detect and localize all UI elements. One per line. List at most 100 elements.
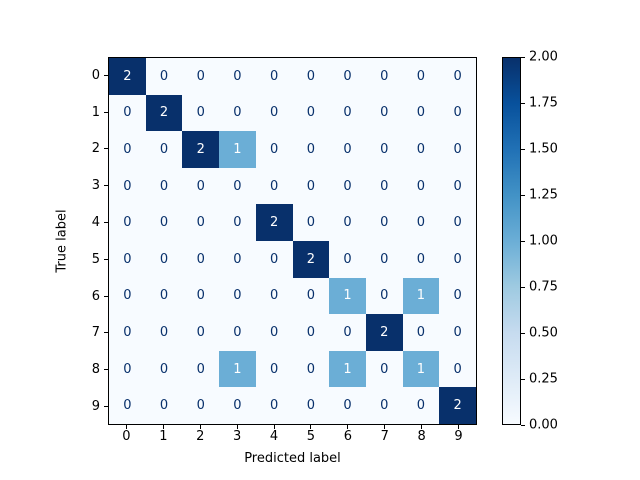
- y-tick-label: 2: [91, 141, 100, 157]
- matrix-cell: 0: [292, 314, 330, 351]
- colorbar-tick-mark: [521, 56, 525, 58]
- colorbar-tick-label: 1.25: [529, 187, 558, 203]
- matrix-cell: 0: [329, 204, 366, 241]
- colorbar-tick-marks: [521, 56, 525, 426]
- matrix-cell: 0: [182, 277, 220, 315]
- colorbar-tick-mark: [521, 332, 525, 334]
- matrix-cell: 2: [439, 387, 476, 424]
- matrix-cell: 0: [255, 58, 293, 95]
- matrix-cell: 0: [219, 240, 256, 278]
- matrix-cell: 0: [402, 131, 440, 168]
- matrix-cell: 0: [439, 204, 476, 241]
- x-tick-labels: 0 1 2 3 4 5 6 7 8 9: [108, 429, 477, 445]
- matrix-cell: 0: [402, 94, 440, 132]
- matrix-cell: 0: [219, 58, 256, 95]
- matrix-cell: 0: [292, 387, 330, 424]
- matrix-cell: 0: [145, 387, 183, 424]
- matrix-cell: 0: [145, 240, 183, 278]
- x-tick-label: 1: [159, 429, 168, 444]
- matrix-cell: 0: [255, 240, 293, 278]
- matrix-cell: 0: [292, 58, 330, 95]
- matrix-cell: 0: [365, 240, 403, 278]
- matrix-cell: 0: [255, 387, 293, 424]
- matrix-cell: 0: [255, 131, 293, 168]
- matrix-cell: 0: [145, 350, 183, 388]
- colorbar-tick-label: 1.75: [529, 95, 558, 111]
- x-tick-mark: [125, 425, 127, 429]
- matrix-cell: 0: [219, 277, 256, 315]
- matrix-cell: 0: [292, 131, 330, 168]
- y-tick-labels: 0 1 2 3 4 5 6 7 8 9: [0, 57, 100, 425]
- y-tick-mark: [104, 258, 108, 260]
- x-tick-mark: [236, 425, 238, 429]
- matrix-cell: 1: [402, 277, 440, 315]
- y-tick-mark: [104, 406, 108, 408]
- y-tick-mark: [104, 222, 108, 224]
- colorbar-tick-mark: [521, 424, 525, 426]
- x-tick-mark: [347, 425, 349, 429]
- y-tick-label: 5: [91, 251, 100, 267]
- matrix-cell: 0: [219, 314, 256, 351]
- matrix-cell: 1: [402, 350, 440, 388]
- x-tick-label: 2: [196, 429, 205, 444]
- matrix-cell: 0: [329, 240, 366, 278]
- matrix-cell: 0: [365, 58, 403, 95]
- colorbar-tick-mark: [521, 378, 525, 380]
- matrix-cell: 0: [329, 314, 366, 351]
- matrix-cell: 0: [439, 314, 476, 351]
- matrix-cell: 0: [255, 277, 293, 315]
- y-tick-mark: [104, 111, 108, 113]
- colorbar-tick-label: 0.00: [529, 417, 558, 433]
- x-tick-mark: [199, 425, 201, 429]
- matrix-cell: 0: [365, 131, 403, 168]
- matrix-cell: 0: [182, 204, 220, 241]
- y-tick-label: 0: [91, 67, 100, 83]
- matrix-cell: 0: [219, 167, 256, 205]
- colorbar-tick-label: 1.00: [529, 233, 558, 249]
- matrix-cell: 0: [402, 167, 440, 205]
- colorbar-tick-label: 0.25: [529, 371, 558, 387]
- y-tick-label: 3: [91, 178, 100, 194]
- matrix-cell: 0: [329, 167, 366, 205]
- matrix-cell: 0: [292, 167, 330, 205]
- colorbar-tick-label: 1.50: [529, 141, 558, 157]
- matrix-cell: 0: [109, 350, 146, 388]
- matrix-cell: 0: [182, 58, 220, 95]
- matrix-cell: 2: [182, 131, 220, 168]
- y-tick-mark: [104, 185, 108, 187]
- x-tick-mark: [310, 425, 312, 429]
- y-tick-label: 1: [91, 104, 100, 120]
- matrix-cell: 0: [329, 58, 366, 95]
- matrix-cell: 2: [365, 314, 403, 351]
- matrix-cell: 0: [402, 240, 440, 278]
- colorbar-tick-mark: [521, 148, 525, 150]
- matrix-cell: 0: [109, 167, 146, 205]
- x-tick-label: 7: [380, 429, 389, 444]
- matrix-cell: 0: [439, 58, 476, 95]
- matrix-cell: 0: [365, 387, 403, 424]
- y-tick-mark: [104, 148, 108, 150]
- x-tick-mark: [384, 425, 386, 429]
- y-tick-mark: [104, 74, 108, 76]
- matrix-cell: 0: [145, 277, 183, 315]
- matrix-cell: 1: [329, 350, 366, 388]
- matrix-cell: 2: [292, 240, 330, 278]
- matrix-cell: 0: [109, 204, 146, 241]
- y-tick-label: 9: [91, 399, 100, 415]
- matrix-cell: 0: [439, 94, 476, 132]
- matrix-cell: 0: [109, 131, 146, 168]
- matrix-cell: 0: [219, 387, 256, 424]
- matrix-cell: 0: [292, 277, 330, 315]
- x-axis-label: Predicted label: [244, 451, 341, 466]
- matrix-cell: 0: [182, 350, 220, 388]
- matrix-cell: 0: [255, 94, 293, 132]
- matrix-cell: 0: [439, 350, 476, 388]
- matrix-cell: 0: [329, 131, 366, 168]
- matrix-cell: 0: [402, 387, 440, 424]
- matrix-cell: 0: [109, 240, 146, 278]
- x-tick-label: 5: [306, 429, 316, 444]
- y-tick-label: 7: [91, 325, 100, 341]
